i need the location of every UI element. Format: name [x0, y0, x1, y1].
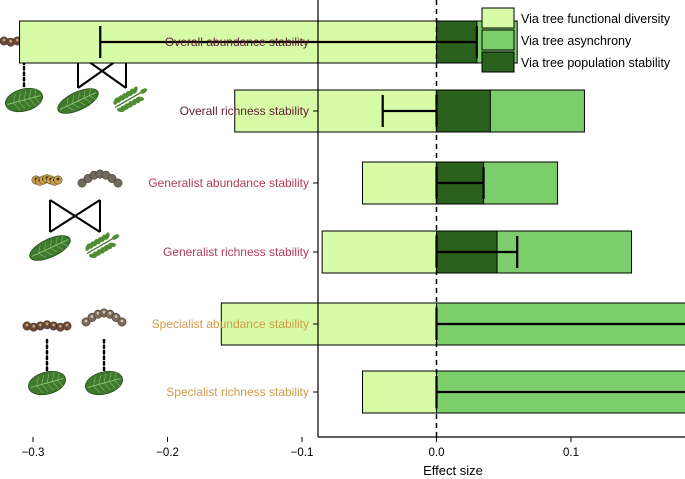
row-label-5: Specialist richness stability	[166, 385, 309, 399]
bar-functional-diversity-2	[362, 161, 437, 205]
x-tick-label-2: −0.1	[291, 447, 314, 459]
icon-fern-2	[85, 232, 120, 259]
bars-layer	[19, 20, 685, 414]
icon-leaf-1	[5, 87, 43, 113]
row-label-4: Specialist abundance stability	[152, 317, 309, 331]
icon-caterpillar-generalist-e	[77, 169, 123, 188]
icon-fern-1	[113, 86, 148, 113]
bar-population-stability-1	[436, 89, 491, 133]
icon-leaf-5	[85, 370, 123, 396]
row-label-3: Generalist richness stability	[163, 245, 309, 259]
icon-link-2c	[49, 199, 101, 233]
legend-swatch-population_stability	[481, 51, 515, 73]
plot-frame	[313, 0, 685, 438]
x-tick-label-1: −0.2	[156, 447, 179, 459]
row-labels: Overall abundance stability Overall richn…	[148, 35, 309, 399]
icon-caterpillar-specialist-a	[22, 320, 72, 332]
icon-leaf-3	[29, 234, 71, 261]
icon-caterpillar-specialist-b	[81, 308, 127, 327]
legend: Via tree functional diversity Via tree as…	[481, 7, 671, 73]
bar-functional-diversity-5	[362, 370, 437, 414]
x-axis-title: Effect size	[423, 463, 483, 478]
legend-label-asynchrony: Via tree asynchrony	[521, 34, 632, 48]
x-tick-label-4: 0.1	[563, 447, 579, 459]
legend-swatch-asynchrony	[481, 29, 515, 51]
row-label-0: Overall abundance stability	[165, 35, 309, 49]
row-label-1: Overall richness stability	[180, 104, 309, 118]
icon-caterpillar-generalist-d	[31, 174, 63, 186]
legend-swatch-functional_diversity	[481, 7, 515, 29]
schematic-icons	[0, 24, 149, 396]
icon-leaf-4	[28, 370, 66, 396]
bar-functional-diversity-3	[321, 230, 437, 274]
legend-label-functional_diversity: Via tree functional diversity	[521, 12, 671, 26]
x-tick-label-3: 0.0	[429, 447, 445, 459]
total-effect-layer	[99, 26, 685, 408]
icon-leaf-2	[57, 87, 99, 114]
legend-label-population_stability: Via tree population stability	[521, 56, 671, 70]
row-label-2: Generalist abundance stability	[148, 176, 309, 190]
x-tick-label-0: −0.3	[22, 447, 45, 459]
bar-functional-diversity-4	[220, 302, 437, 346]
x-axis: −0.3−0.2−0.10.00.10.20.30.4Effect size	[22, 437, 579, 478]
